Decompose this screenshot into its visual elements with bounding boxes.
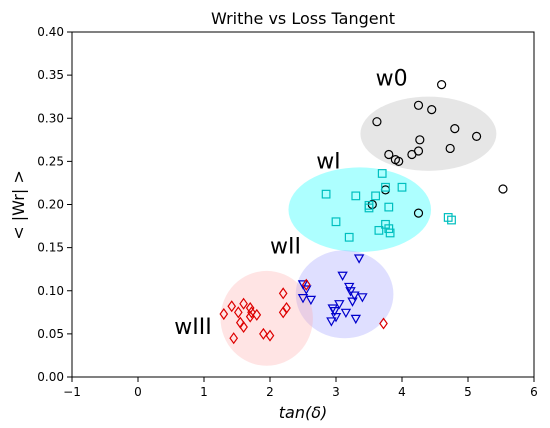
- data-point-wi: [384, 202, 394, 212]
- y-tick-label: 0.35: [37, 68, 64, 82]
- data-point-wiii: [239, 320, 248, 334]
- data-point-wii: [326, 317, 337, 327]
- cluster-label-wi: wI: [316, 149, 340, 174]
- y-tick-label: 0.05: [37, 327, 64, 341]
- data-point-wiii: [252, 308, 262, 321]
- y-axis-ticks: 0.00 0.05 0.10 0.15 0.20 0.25 0.30 0.35 0.40: [37, 25, 72, 384]
- data-point-wi: [321, 189, 331, 199]
- data-point-w0: [413, 208, 424, 218]
- x-tick-label: 4: [398, 385, 406, 399]
- data-point-w0: [413, 146, 424, 156]
- data-point-w0: [413, 100, 424, 110]
- cluster-region-wiii: [220, 270, 313, 366]
- x-tick-label: 1: [200, 385, 208, 399]
- data-point-wi: [447, 215, 456, 225]
- data-point-wi: [377, 169, 387, 178]
- data-point-w0: [450, 124, 460, 134]
- y-tick-label: 0.40: [37, 25, 64, 39]
- data-point-w0: [427, 105, 437, 115]
- data-point-w0: [415, 135, 425, 145]
- data-point-wii: [301, 285, 312, 295]
- data-point-wii: [357, 293, 368, 303]
- y-tick-label: 0.10: [37, 284, 64, 298]
- x-tick-label: 0: [134, 385, 142, 399]
- data-point-w0: [384, 149, 394, 160]
- data-point-wiii: [233, 306, 243, 319]
- data-point-wii: [297, 280, 309, 290]
- cluster-region-w0: [360, 96, 497, 171]
- data-point-wii: [340, 308, 352, 319]
- data-point-wi: [381, 182, 390, 192]
- data-point-wiii: [219, 308, 229, 321]
- data-point-wiii: [278, 306, 288, 319]
- cluster-region-wi: [288, 167, 432, 252]
- cluster-regions: [220, 96, 497, 366]
- x-tick-label: 3: [332, 385, 340, 399]
- y-axis-label: < |Wr| >: [9, 170, 28, 239]
- y-tick-label: 0.00: [37, 370, 64, 384]
- data-point-wi: [397, 182, 407, 192]
- data-point-wi: [331, 217, 341, 227]
- data-point-wii: [347, 297, 358, 307]
- y-tick-label: 0.25: [37, 154, 64, 168]
- cluster-region-wii: [295, 250, 394, 339]
- data-point-wiii: [301, 278, 311, 291]
- cluster-labels: w0 wI wII wIII: [174, 66, 407, 339]
- x-axis-label: tan(δ): [279, 403, 328, 422]
- data-point-wii: [353, 254, 365, 264]
- data-point-wiii: [245, 301, 255, 315]
- data-point-wi: [351, 191, 361, 201]
- data-point-wii: [329, 306, 340, 317]
- cluster-label-wiii: wIII: [174, 315, 211, 340]
- data-point-wiii: [227, 300, 237, 313]
- data-point-wii: [349, 291, 360, 301]
- y-tick-label: 0.20: [37, 198, 64, 212]
- data-point-wii: [350, 314, 362, 325]
- data-point-w0: [372, 117, 382, 127]
- data-point-wiii: [259, 327, 268, 340]
- x-tick-label: −1: [63, 385, 81, 399]
- y-tick-label: 0.15: [37, 241, 64, 255]
- data-point-wi: [344, 232, 354, 242]
- chart-title: Writhe vs Loss Tangent: [211, 9, 395, 28]
- cluster-label-wii: wII: [270, 235, 301, 260]
- data-point-wii: [297, 294, 309, 304]
- data-point-wiii: [247, 306, 256, 319]
- x-axis-ticks: −1 0 1 2 3 4 5 6: [63, 377, 538, 399]
- data-point-wi: [374, 225, 384, 235]
- x-tick-label: 2: [266, 385, 274, 399]
- data-points: [219, 80, 508, 345]
- y-tick-label: 0.30: [37, 111, 64, 125]
- x-tick-label: 6: [530, 385, 538, 399]
- data-point-wi: [364, 203, 374, 213]
- data-point-wiii: [278, 287, 288, 300]
- data-point-wi: [371, 191, 380, 201]
- data-point-w0: [445, 143, 455, 154]
- data-point-w0: [471, 131, 482, 141]
- data-point-wi: [385, 228, 395, 238]
- data-point-wiii: [229, 332, 239, 345]
- data-point-wiii: [379, 317, 388, 330]
- cluster-label-w0: w0: [376, 66, 408, 91]
- data-point-w0: [394, 156, 404, 166]
- data-point-wii: [337, 271, 348, 281]
- data-point-w0: [437, 80, 447, 90]
- x-tick-label: 5: [464, 385, 472, 399]
- data-point-wiii: [239, 297, 248, 310]
- data-point-w0: [498, 184, 508, 194]
- data-point-wii: [305, 295, 317, 306]
